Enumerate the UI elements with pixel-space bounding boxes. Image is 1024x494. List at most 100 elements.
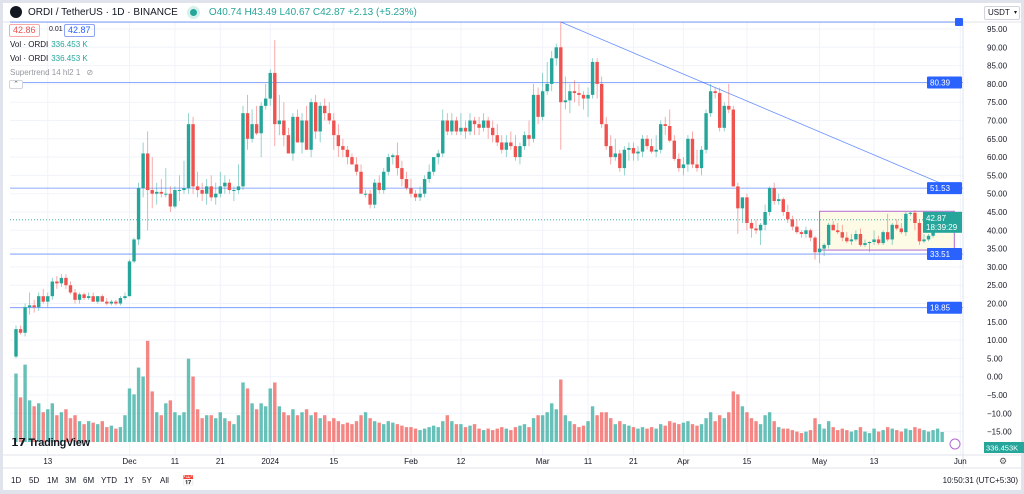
candle-body — [472, 120, 477, 125]
range-ytd[interactable]: YTD — [101, 476, 117, 485]
volume-bar — [636, 428, 640, 442]
candle — [509, 131, 513, 150]
eye-crossed-icon[interactable]: ⊘ — [86, 68, 94, 77]
price-tick-label: 40.00 — [987, 226, 1008, 235]
candle — [577, 83, 581, 106]
candle — [581, 91, 586, 110]
range-all[interactable]: All — [160, 476, 169, 485]
high-value: H43.49 — [244, 6, 277, 18]
volume-bar — [885, 427, 890, 442]
price-tick-label: 85.00 — [987, 62, 1008, 71]
volume-bar — [18, 397, 23, 442]
candle — [105, 298, 109, 306]
symbol-title[interactable]: ORDI / TetherUS · 1D · BINANCE — [28, 6, 178, 18]
candle-body — [427, 171, 431, 180]
clock[interactable]: 10:50:31 (UTC+5:30) — [942, 476, 1018, 485]
volume-bar — [795, 431, 799, 442]
range-5d[interactable]: 5D — [29, 476, 40, 485]
candle — [690, 131, 695, 169]
candle — [459, 113, 463, 136]
currency-select[interactable]: USDT ▾ — [984, 6, 1020, 20]
volume-bar — [686, 421, 690, 442]
range-1m[interactable]: 1M — [47, 476, 59, 485]
candle-body — [123, 296, 127, 299]
candle — [895, 219, 899, 231]
candle — [150, 157, 154, 209]
supertrend-legend[interactable]: Supertrend 14 hl2 1 ⊘ — [10, 68, 93, 77]
candle-body — [781, 199, 785, 212]
sell-price-button[interactable]: 42.86 — [9, 24, 40, 37]
volume-bar — [658, 424, 663, 442]
candle-body — [518, 146, 522, 158]
volume-bar — [545, 412, 549, 442]
volume-legend[interactable]: Vol · ORDI 336.453 K — [10, 40, 88, 49]
range-3m[interactable]: 3M — [65, 476, 77, 485]
candle — [513, 135, 518, 161]
goto-date-icon[interactable]: 📅 — [182, 476, 195, 487]
volume-bar — [876, 431, 881, 442]
candle-body — [304, 120, 309, 150]
candle — [500, 135, 504, 154]
price-tick-label: 60.00 — [987, 153, 1008, 162]
settings-gear-icon[interactable]: ⚙ — [999, 456, 1007, 466]
volume-bar — [899, 431, 903, 442]
collapse-legend-button[interactable]: ⌃ — [9, 80, 23, 89]
volume-bar — [572, 424, 577, 442]
candle-body — [27, 305, 32, 308]
candle — [649, 138, 654, 154]
volume-bar — [917, 428, 922, 442]
candle — [400, 160, 404, 187]
volume-bar — [96, 424, 100, 442]
candle-body — [59, 277, 64, 284]
candle-body — [204, 186, 209, 194]
range-1y[interactable]: 1Y — [124, 476, 134, 485]
volume-bar — [713, 421, 717, 442]
candle — [554, 43, 558, 66]
volume-bar — [822, 428, 826, 442]
candle-body — [177, 190, 182, 192]
volume-bar — [663, 425, 667, 442]
volume-bar — [264, 406, 268, 442]
volume-bar — [472, 424, 477, 442]
volume-bar — [881, 430, 885, 442]
candle-body — [32, 305, 36, 308]
candle — [527, 120, 531, 147]
candle-body — [173, 190, 177, 207]
volume-bar — [454, 424, 459, 442]
candle — [77, 292, 82, 304]
volume-bar — [786, 428, 790, 442]
candle-body — [273, 72, 277, 125]
volume-bar — [654, 428, 658, 442]
candle-body — [286, 135, 291, 154]
time-tick-label: Mar — [536, 457, 550, 466]
range-5y[interactable]: 5Y — [142, 476, 152, 485]
candle — [740, 197, 745, 223]
volume-bar — [86, 421, 91, 442]
candle — [767, 186, 772, 216]
candle-body — [831, 224, 835, 231]
range-6m[interactable]: 6M — [83, 476, 95, 485]
candle — [118, 296, 123, 306]
candle-body — [849, 239, 854, 242]
volume-bar — [68, 418, 73, 442]
candle — [268, 69, 272, 106]
candle — [141, 142, 145, 198]
candle-body — [799, 232, 804, 234]
candle-body — [686, 138, 690, 165]
volume-bar — [500, 427, 504, 442]
buy-price-button[interactable]: 42.87 — [64, 24, 95, 37]
candle-body — [572, 91, 577, 94]
range-1d[interactable]: 1D — [11, 476, 22, 485]
candle — [640, 135, 645, 158]
volume-bar — [77, 421, 82, 442]
candle-body — [250, 124, 254, 139]
candle-body — [264, 98, 268, 106]
price-tick-label: 10.00 — [987, 336, 1008, 345]
volume-bar — [758, 424, 763, 442]
volume-legend-2[interactable]: Vol · ORDI 336.453 K — [10, 54, 88, 63]
volume-bar — [690, 424, 695, 442]
candle — [59, 274, 64, 288]
volume-bar — [436, 427, 440, 442]
candle-body — [636, 151, 640, 154]
